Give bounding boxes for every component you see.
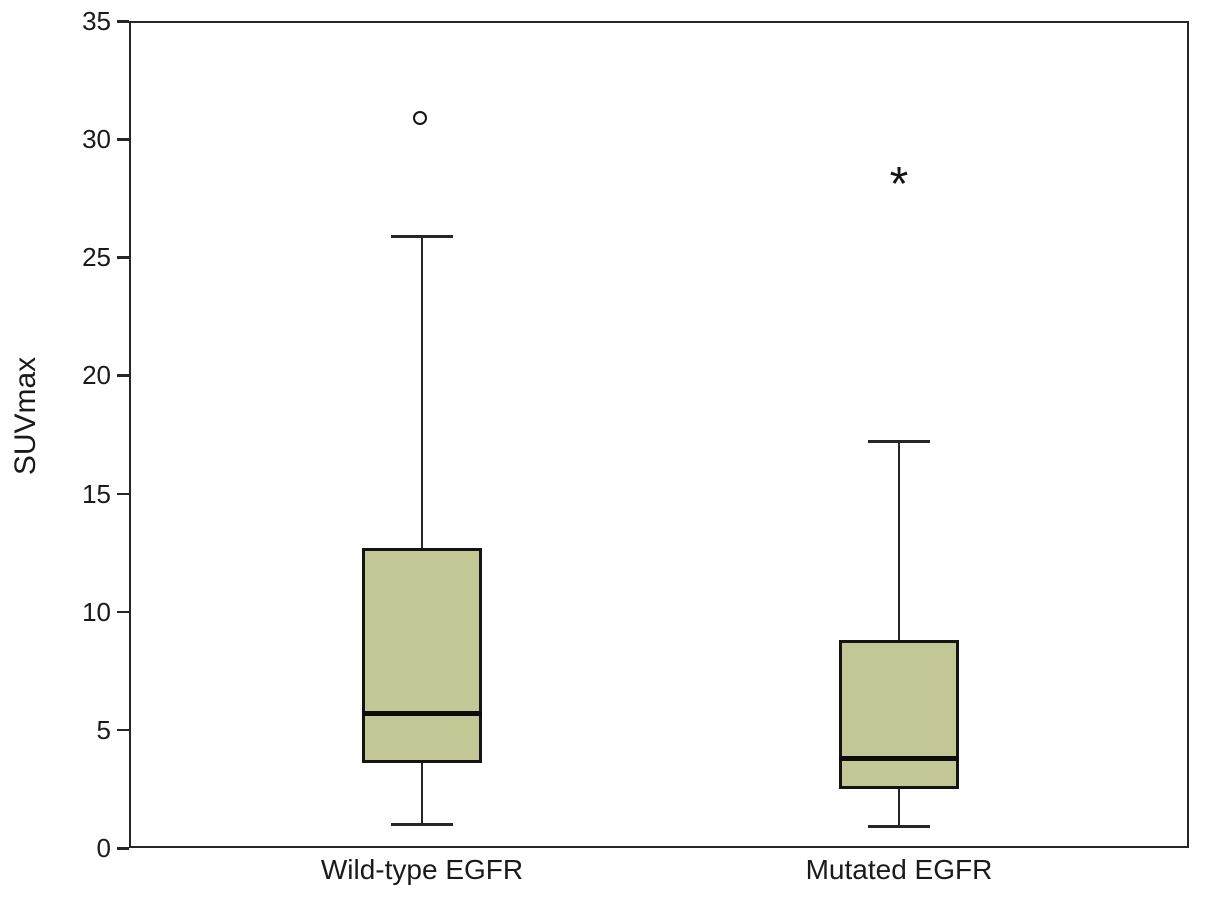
y-axis-tick-label: 5: [96, 714, 111, 745]
upper-whisker-cap-mutated-egfr: [867, 440, 930, 444]
lower-whisker-line-mutated-egfr: [897, 788, 901, 827]
x-axis-category-label-wild-type-egfr: Wild-type EGFR: [320, 854, 524, 885]
y-axis-tick-label: 30: [82, 124, 111, 155]
y-axis-tick-label: 15: [82, 478, 111, 509]
median-line-mutated-egfr: [838, 755, 959, 761]
upper-whisker-line-wild-type-egfr: [420, 236, 424, 548]
y-axis-tick-label: 35: [82, 6, 111, 36]
lower-whisker-cap-mutated-egfr: [867, 825, 930, 829]
lower-whisker-cap-wild-type-egfr: [390, 822, 453, 826]
lower-whisker-line-wild-type-egfr: [420, 762, 424, 825]
y-axis-tick-label: 20: [82, 360, 111, 391]
median-line-wild-type-egfr: [361, 710, 482, 716]
y-axis-tick: [117, 728, 129, 732]
plot-frame: [129, 21, 1189, 848]
y-axis-tick: [117, 256, 129, 259]
upper-whisker-line-mutated-egfr: [897, 441, 901, 641]
y-axis-tick-label: 10: [82, 596, 111, 627]
outlier-circle-marker-wild-type-egfr: [412, 110, 427, 125]
y-axis-tick-label: 25: [82, 242, 111, 273]
x-axis-category-label-mutated-egfr: Mutated EGFR: [805, 854, 993, 885]
y-axis-tick: [117, 610, 129, 614]
y-axis-tick: [117, 20, 129, 23]
iqr-box-mutated-egfr: [838, 640, 959, 789]
extreme-outlier-asterisk-marker-mutated-egfr: *: [889, 157, 909, 211]
y-axis-tick: [117, 374, 129, 377]
y-axis-tick: [117, 492, 129, 496]
y-axis-tick: [117, 138, 129, 141]
y-axis-tick: [117, 847, 129, 850]
iqr-box-wild-type-egfr: [361, 547, 482, 763]
upper-whisker-cap-wild-type-egfr: [390, 234, 453, 238]
y-axis-tick-label: 0: [96, 833, 111, 863]
